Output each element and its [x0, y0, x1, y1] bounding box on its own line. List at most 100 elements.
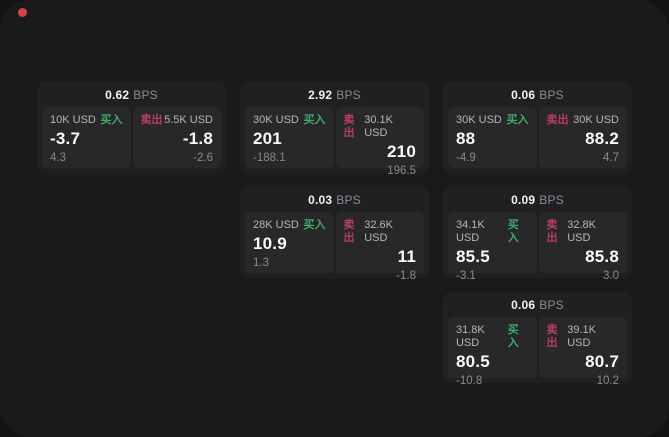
bps-unit-label: BPS: [539, 87, 564, 102]
sell-panel-top-row: 卖出 30K USD: [547, 114, 620, 127]
card-body: 28K USD 买入 10.9 1.3 卖出 32.6K USD 11 -1.8: [245, 212, 424, 282]
buy-change: -188.1: [253, 152, 286, 164]
sell-button[interactable]: 卖出: [140, 114, 163, 126]
sell-price: 80.7: [585, 352, 619, 371]
sell-quote-panel[interactable]: 卖出 30.1K USD 210 196.5: [335, 107, 424, 177]
sell-amount: 39.1K USD: [567, 324, 596, 349]
sell-button[interactable]: 卖出: [546, 324, 558, 349]
buy-button[interactable]: 买入: [507, 324, 519, 349]
quote-card: 0.06 BPS 30K USD 买入 88 -4.9 卖出 30K USD 8…: [443, 82, 632, 173]
buy-quote-panel[interactable]: 10K USD 买入 -3.7 4.3: [42, 107, 131, 168]
buy-panel-top-row: 30K USD 买入: [253, 114, 326, 127]
buy-amount: 10K USD: [50, 114, 96, 126]
buy-quote-panel[interactable]: 28K USD 买入 10.9 1.3: [245, 212, 334, 273]
buy-button[interactable]: 买入: [303, 114, 326, 126]
quote-card: 0.03 BPS 28K USD 买入 10.9 1.3 卖出 32.6K US…: [240, 187, 429, 282]
bps-unit-label: BPS: [336, 192, 361, 207]
sell-panel-top-row: 卖出 5.5K USD: [141, 114, 214, 127]
sell-amount: 30.1K USD: [364, 114, 393, 139]
card-header: 0.03 BPS: [240, 187, 429, 212]
bps-unit-label: BPS: [539, 297, 564, 312]
buy-change: 4.3: [50, 152, 66, 164]
bps-value: 0.06: [511, 87, 536, 102]
sell-price: 88.2: [585, 129, 619, 148]
sell-amount: 32.6K USD: [364, 219, 393, 244]
sell-quote-panel[interactable]: 卖出 30K USD 88.2 4.7: [538, 107, 627, 168]
buy-price: 85.5: [456, 247, 490, 266]
bps-value: 0.62: [105, 87, 130, 102]
bps-value: 0.06: [511, 297, 536, 312]
sell-panel-top-row: 卖出 32.6K USD: [344, 219, 417, 245]
buy-quote-panel[interactable]: 30K USD 买入 88 -4.9: [448, 107, 537, 168]
card-header: 0.09 BPS: [443, 187, 632, 212]
buy-button[interactable]: 买入: [303, 219, 326, 231]
buy-button[interactable]: 买入: [506, 114, 529, 126]
bps-value: 0.09: [511, 192, 536, 207]
sell-change: 196.5: [387, 165, 416, 177]
bps-value: 2.92: [308, 87, 333, 102]
sell-amount: 5.5K USD: [164, 114, 213, 126]
sell-panel-top-row: 卖出 32.8K USD: [547, 219, 620, 245]
sell-panel-top-row: 卖出 30.1K USD: [344, 114, 417, 140]
buy-button[interactable]: 买入: [100, 114, 123, 126]
card-body: 30K USD 买入 88 -4.9 卖出 30K USD 88.2 4.7: [448, 107, 627, 168]
buy-change: -3.1: [456, 270, 476, 282]
sell-button[interactable]: 卖出: [546, 219, 558, 244]
buy-price: -3.7: [50, 129, 81, 148]
sell-change: -2.6: [193, 152, 213, 164]
buy-price: 80.5: [456, 352, 490, 371]
card-header: 0.06 BPS: [443, 82, 632, 107]
bps-unit-label: BPS: [133, 87, 158, 102]
card-header: 0.06 BPS: [443, 292, 632, 317]
sell-quote-panel[interactable]: 卖出 39.1K USD 80.7 10.2: [538, 317, 627, 387]
recording-indicator-dot: [18, 8, 27, 17]
sell-change: -1.8: [396, 270, 416, 282]
sell-quote-panel[interactable]: 卖出 5.5K USD -1.8 -2.6: [132, 107, 221, 168]
buy-quote-panel[interactable]: 30K USD 买入 201 -188.1: [245, 107, 334, 168]
quote-card: 0.62 BPS 10K USD 买入 -3.7 4.3 卖出 5.5K USD…: [37, 82, 226, 173]
card-body: 31.8K USD 买入 80.5 -10.8 卖出 39.1K USD 80.…: [448, 317, 627, 387]
buy-price: 10.9: [253, 234, 287, 253]
card-header: 0.62 BPS: [37, 82, 226, 107]
buy-quote-panel[interactable]: 31.8K USD 买入 80.5 -10.8: [448, 317, 537, 387]
buy-button[interactable]: 买入: [507, 219, 519, 244]
sell-change: 10.2: [596, 375, 619, 387]
sell-price: -1.8: [182, 129, 213, 148]
sell-change: 4.7: [603, 152, 619, 164]
bps-unit-label: BPS: [336, 87, 361, 102]
buy-panel-top-row: 34.1K USD 买入: [456, 219, 529, 245]
buy-amount: 28K USD: [253, 219, 299, 231]
sell-price: 85.8: [585, 247, 619, 266]
card-header: 2.92 BPS: [240, 82, 429, 107]
sell-price: 11: [397, 247, 416, 266]
sell-quote-panel[interactable]: 卖出 32.8K USD 85.8 3.0: [538, 212, 627, 282]
sell-amount: 32.8K USD: [567, 219, 596, 244]
buy-amount: 31.8K USD: [456, 324, 485, 349]
sell-panel-top-row: 卖出 39.1K USD: [547, 324, 620, 350]
buy-amount: 30K USD: [456, 114, 502, 126]
bps-value: 0.03: [308, 192, 333, 207]
sell-button[interactable]: 卖出: [343, 219, 355, 244]
quote-card: 0.06 BPS 31.8K USD 买入 80.5 -10.8 卖出 39.1…: [443, 292, 632, 387]
bps-unit-label: BPS: [539, 192, 564, 207]
buy-change: -10.8: [456, 375, 483, 387]
sell-button[interactable]: 卖出: [546, 114, 569, 126]
buy-quote-panel[interactable]: 34.1K USD 买入 85.5 -3.1: [448, 212, 537, 282]
card-body: 34.1K USD 买入 85.5 -3.1 卖出 32.8K USD 85.8…: [448, 212, 627, 282]
buy-price: 88: [456, 129, 476, 148]
buy-amount: 30K USD: [253, 114, 299, 126]
buy-panel-top-row: 28K USD 买入: [253, 219, 326, 232]
buy-panel-top-row: 30K USD 买入: [456, 114, 529, 127]
quote-card: 0.09 BPS 34.1K USD 买入 85.5 -3.1 卖出 32.8K…: [443, 187, 632, 282]
sell-button[interactable]: 卖出: [343, 114, 355, 139]
sell-change: 3.0: [603, 270, 619, 282]
buy-price: 201: [253, 129, 282, 148]
sell-quote-panel[interactable]: 卖出 32.6K USD 11 -1.8: [335, 212, 424, 282]
card-body: 30K USD 买入 201 -188.1 卖出 30.1K USD 210 1…: [245, 107, 424, 177]
buy-panel-top-row: 31.8K USD 买入: [456, 324, 529, 350]
sell-amount: 30K USD: [573, 114, 619, 126]
buy-amount: 34.1K USD: [456, 219, 485, 244]
buy-change: -4.9: [456, 152, 476, 164]
quote-card: 2.92 BPS 30K USD 买入 201 -188.1 卖出 30.1K …: [240, 82, 429, 177]
